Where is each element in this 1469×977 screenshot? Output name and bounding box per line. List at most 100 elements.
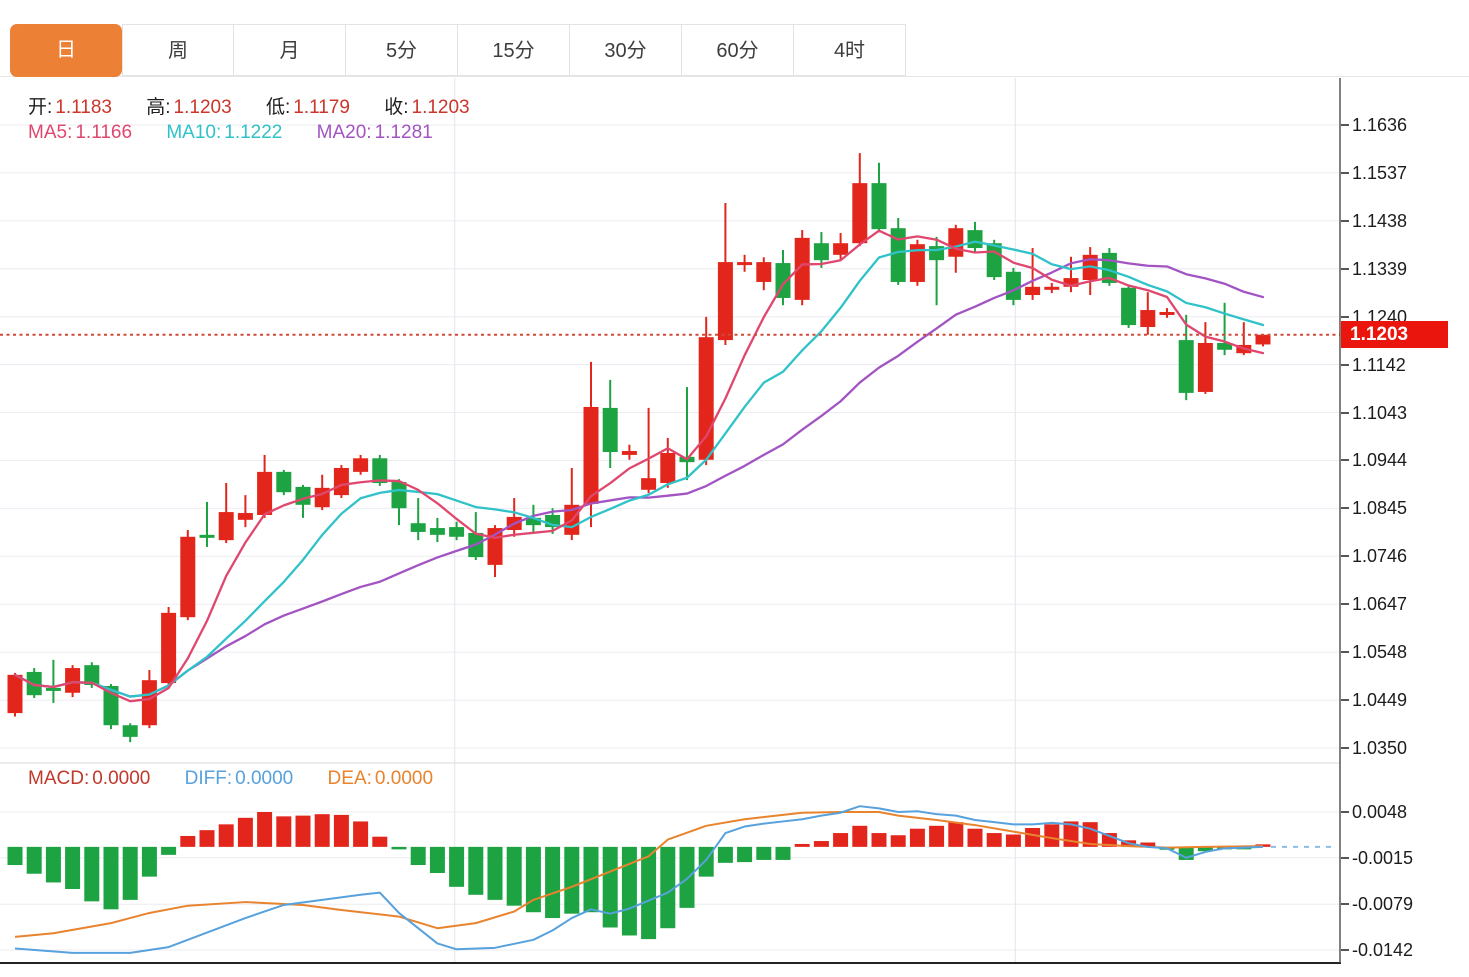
candle-body — [660, 452, 676, 484]
macd-bar — [1025, 827, 1041, 847]
candle-body — [353, 458, 369, 472]
candle-body — [333, 467, 349, 496]
macd-bar — [641, 846, 657, 940]
ma10-readout: MA10: 1.1222 — [166, 122, 283, 143]
candle-body — [45, 687, 61, 691]
macd-bar — [890, 835, 906, 847]
macd-bar — [161, 846, 177, 855]
tab-15min[interactable]: 15分 — [458, 24, 570, 76]
macd-bar — [333, 814, 349, 847]
candle-body — [986, 243, 1002, 278]
candle-body — [1159, 311, 1175, 315]
candle-body — [1025, 286, 1041, 296]
close-readout: 收: 1.1203 — [384, 97, 470, 118]
candle-body — [833, 243, 849, 255]
open-readout: 开: 1.1183 — [28, 97, 112, 118]
macd-bar — [7, 846, 23, 866]
candle-body — [199, 534, 215, 538]
macd-bar — [756, 846, 772, 860]
macd-bar — [122, 846, 138, 900]
macd-bar — [218, 824, 234, 847]
candle-body — [1217, 343, 1233, 350]
macd-bar — [449, 846, 465, 887]
candle-body — [429, 528, 445, 535]
macd-bar — [429, 846, 445, 874]
candle-body — [583, 406, 599, 504]
macd-bar — [679, 846, 695, 908]
candle-body — [1005, 271, 1021, 300]
macd-bar — [813, 841, 829, 847]
candle-body — [391, 482, 407, 509]
macd-bar — [929, 825, 945, 847]
diff-readout: DIFF: 0.0000 — [184, 768, 294, 789]
macd-bar — [487, 846, 503, 900]
candle-body — [737, 262, 753, 266]
macd-bar — [660, 846, 676, 929]
candle-body — [1121, 287, 1137, 326]
macd-bar — [545, 846, 561, 919]
macd-bar — [103, 846, 119, 910]
macd-bar — [314, 814, 330, 847]
macd-bar — [948, 822, 964, 847]
candle-body — [237, 513, 253, 520]
tab-daily[interactable]: 日 — [10, 24, 122, 77]
macd-bar — [852, 825, 868, 847]
macd-bar — [775, 846, 791, 860]
ma20-readout: MA20: 1.1281 — [316, 122, 433, 143]
macd-bar — [717, 846, 733, 863]
candle-body — [449, 527, 465, 537]
macd-bar — [257, 812, 273, 847]
macd-bar — [525, 846, 541, 913]
candle-body — [525, 517, 541, 526]
dea-line — [14, 811, 1264, 938]
macd-bar — [180, 835, 196, 847]
tabbar-divider — [0, 76, 1469, 77]
macd-bar — [199, 830, 215, 847]
macd-bar — [1005, 834, 1021, 847]
candle-body — [122, 725, 138, 737]
macd-bar — [967, 828, 983, 847]
tab-60min[interactable]: 60分 — [682, 24, 794, 76]
macd-bar — [353, 821, 369, 847]
macd-bar — [564, 846, 580, 914]
macd-bar — [276, 816, 292, 847]
candle-body — [852, 183, 868, 244]
tab-4hour[interactable]: 4时 — [794, 24, 906, 76]
macd-bar — [506, 846, 522, 906]
macd-bar — [26, 846, 42, 874]
tab-5min[interactable]: 5分 — [346, 24, 458, 76]
candle-body — [794, 237, 810, 300]
ohlc-legend: 开: 1.1183 高: 1.1203 低: 1.1179 收: 1.1203 — [28, 92, 499, 119]
candle-body — [218, 512, 234, 541]
candle-body — [621, 451, 637, 455]
macd-bar — [737, 846, 753, 863]
timeframe-tabs: 日 周 月 5分 15分 30分 60分 4时 — [10, 24, 906, 77]
candle-body — [948, 228, 964, 257]
candle-body — [257, 471, 273, 515]
candle-body — [26, 671, 42, 696]
candle-body — [410, 523, 426, 532]
candle-body — [161, 612, 177, 684]
tab-weekly[interactable]: 周 — [122, 24, 234, 76]
candle-body — [890, 228, 906, 282]
macd-legend: MACD: 0.0000 DIFF: 0.0000 DEA: 0.0000 — [28, 768, 462, 790]
macd-bar — [909, 828, 925, 847]
tab-30min[interactable]: 30分 — [570, 24, 682, 76]
tab-monthly[interactable]: 月 — [234, 24, 346, 76]
high-readout: 高: 1.1203 — [146, 97, 232, 118]
macd-bar — [295, 815, 311, 847]
candle-body — [1178, 340, 1194, 393]
ma5-readout: MA5: 1.1166 — [28, 122, 133, 143]
macd-bar — [65, 846, 81, 889]
low-readout: 低: 1.1179 — [265, 97, 350, 118]
last-price-tag: 1.1203 — [1341, 321, 1448, 349]
candle-body — [967, 230, 983, 249]
macd-bar — [621, 846, 637, 936]
macd-bar — [871, 833, 887, 847]
macd-bar — [237, 817, 253, 847]
macd-bar — [986, 833, 1002, 847]
ma-legend: MA5: 1.1166 MA10: 1.1222 MA20: 1.1281 — [28, 122, 462, 144]
ma10-line — [13, 240, 1265, 698]
candle-body — [717, 262, 733, 341]
